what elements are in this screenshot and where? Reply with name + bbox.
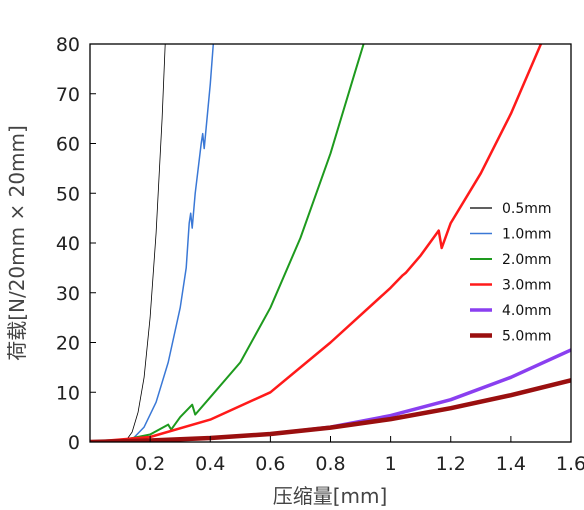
legend-label: 1.0mm (502, 227, 552, 243)
series-line-0.5mm (90, 44, 166, 442)
legend-label: 4.0mm (502, 303, 552, 319)
y-axis: 0 10 20 30 40 50 60 70 80 (56, 34, 96, 454)
legend-label: 2.0mm (502, 252, 552, 268)
plot-area (90, 44, 571, 442)
x-tick-label: 0.6 (255, 453, 285, 475)
y-tick-label: 30 (56, 283, 80, 305)
y-tick-label: 10 (56, 382, 80, 404)
x-tick-label: 0.2 (135, 453, 165, 475)
series-line-5.0mm (90, 378, 571, 442)
legend-label: 3.0mm (502, 278, 552, 294)
y-tick-label: 20 (56, 333, 80, 355)
x-axis-title: 压缩量[mm] (273, 484, 388, 508)
x-axis: 0.2 0.4 0.6 0.8 1 1.2 1.4 1.6 (135, 436, 584, 475)
y-axis-title: 荷载[N/20mm × 20mm] (5, 125, 29, 361)
series-line-3.0mm (90, 44, 543, 442)
y-tick-label: 40 (56, 233, 80, 255)
y-tick-label: 60 (56, 134, 80, 156)
series-line-1.0mm (90, 44, 215, 442)
x-tick-label: 1.2 (436, 453, 466, 475)
x-tick-label: 1.4 (496, 453, 526, 475)
legend-label: 5.0mm (502, 329, 552, 345)
x-tick-label: 1 (385, 453, 397, 475)
x-tick-label: 1.6 (556, 453, 584, 475)
legend-label: 0.5mm (502, 201, 552, 217)
x-tick-label: 0.8 (315, 453, 345, 475)
x-tick-label: 0.4 (195, 453, 225, 475)
legend: 0.5mm 1.0mm 2.0mm 3.0mm 4.0mm 5.0mm (470, 201, 552, 345)
y-tick-label: 0 (68, 432, 80, 454)
y-tick-label: 80 (56, 34, 80, 56)
y-tick-label: 50 (56, 183, 80, 205)
series-line-2.0mm (90, 44, 365, 442)
y-tick-label: 70 (56, 84, 80, 106)
